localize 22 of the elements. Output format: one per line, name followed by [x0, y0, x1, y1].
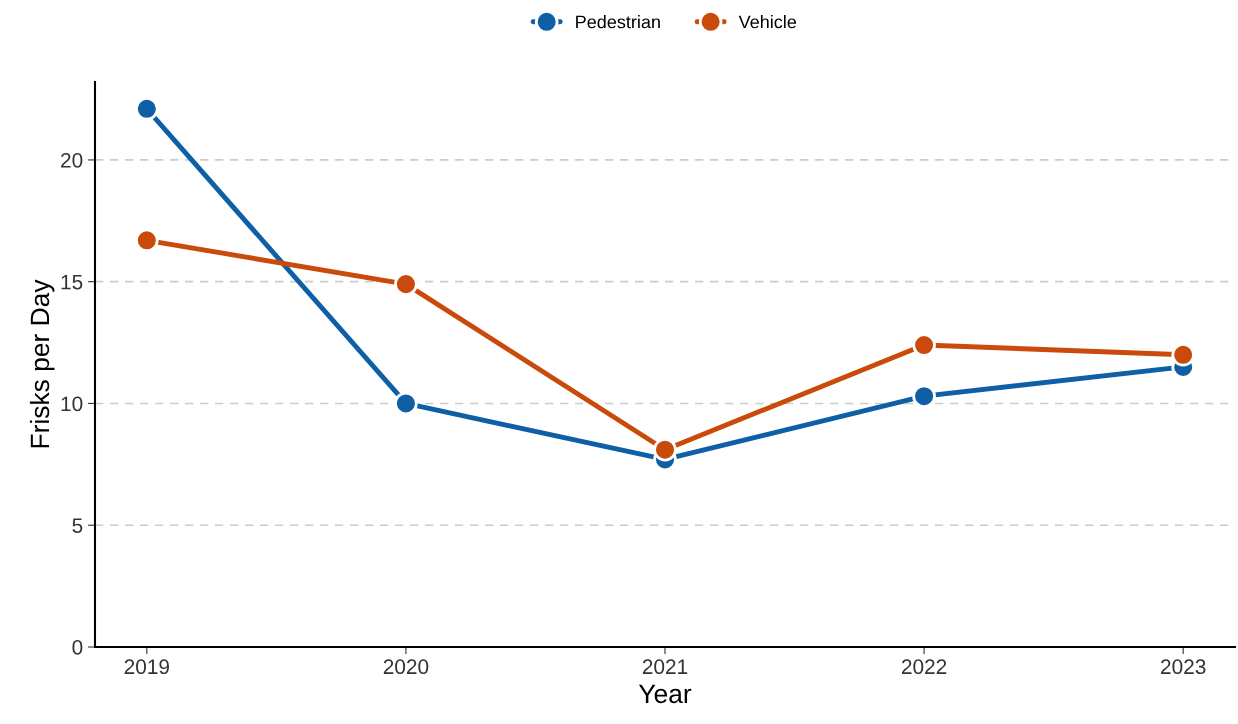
point — [912, 333, 936, 357]
y-tick-label: 15 — [61, 274, 83, 290]
point — [1171, 342, 1195, 367]
legend-label: Pedestrian — [576, 15, 660, 29]
point — [394, 272, 418, 296]
y-tick-label: 20 — [61, 152, 83, 168]
legend-label: Vehicle — [738, 15, 797, 29]
x-tick-label: 2020 — [383, 659, 429, 675]
x-tick-label: 2023 — [1161, 659, 1206, 675]
point — [653, 437, 677, 462]
y-tick-label: 5 — [72, 518, 83, 533]
x-tick-label: 2019 — [124, 659, 170, 675]
x-tick-label: 2021 — [642, 659, 688, 675]
y-tick-label: 0 — [72, 640, 83, 655]
y-tick-label: 10 — [61, 396, 83, 412]
point — [135, 228, 159, 253]
x-axis-title: Year — [638, 684, 692, 704]
x-tick-label: 2022 — [901, 659, 947, 675]
point — [135, 96, 159, 121]
point — [394, 391, 418, 416]
y-axis-title: Frisks per Day — [29, 279, 55, 448]
point — [912, 384, 936, 408]
